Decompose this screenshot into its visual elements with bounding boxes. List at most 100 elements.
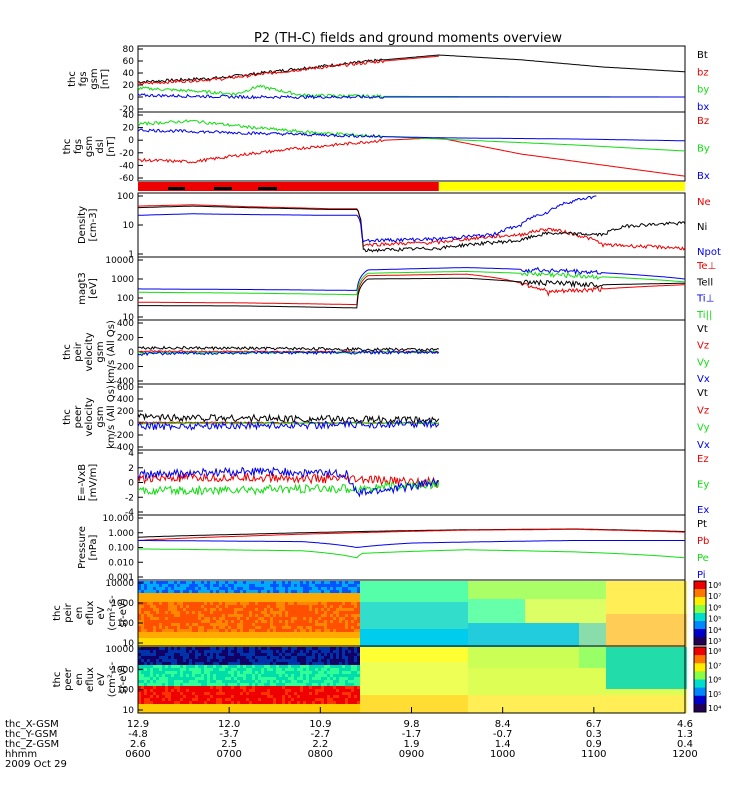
legend-Npot: Npot xyxy=(697,247,721,258)
ytick-label: 0.100 xyxy=(108,544,134,554)
ytick-label: 40 xyxy=(123,111,135,121)
xtick-label-hhmm: 0700 xyxy=(216,749,241,760)
legend-Tell: Tell xyxy=(696,277,713,288)
legend-Bt: Bt xyxy=(697,50,708,61)
legend-Ex: Ex xyxy=(697,505,709,516)
series-line-Ne xyxy=(138,205,685,250)
ytick-label: 60 xyxy=(123,57,135,67)
ylabel: peir xyxy=(73,341,84,361)
ylabel: eV xyxy=(96,606,107,619)
colorbar-label: 10⁵ xyxy=(708,615,721,624)
ytick-label: 0.010 xyxy=(108,558,134,568)
ylabel: thc xyxy=(67,71,78,87)
ytick-label: -60 xyxy=(119,174,134,184)
ylabel: thc xyxy=(62,139,73,155)
legend-Ti||: Ti|| xyxy=(696,310,712,321)
series-line-Bz xyxy=(138,138,685,176)
ylabel: eV xyxy=(96,673,107,686)
ytick-label: 0 xyxy=(128,136,134,146)
ytick-label: -20 xyxy=(119,149,134,159)
xtick-label-hhmm: 0800 xyxy=(308,749,333,760)
colorbar-label: 10³ xyxy=(708,637,721,646)
ytick-label: 10000 xyxy=(105,579,134,589)
colorbar-segment xyxy=(694,613,706,622)
series-line-Pi xyxy=(138,541,685,548)
legend-by: by xyxy=(697,85,709,96)
ylabel: sr-eV) xyxy=(118,665,129,694)
xtick-label-hhmm: 1100 xyxy=(581,749,606,760)
ylabel: [eV] xyxy=(88,278,99,299)
ylabel: sr-eV) xyxy=(118,598,129,627)
colorbar-label: 10⁷ xyxy=(708,661,721,670)
ytick-label: 100 xyxy=(117,192,134,202)
colorbar-segment xyxy=(694,581,706,590)
colorbar-label: 10⁴ xyxy=(708,704,721,713)
series-line-Vx xyxy=(138,420,439,430)
legend-Bz: Bz xyxy=(697,116,709,127)
legend-Pt: Pt xyxy=(697,519,707,530)
ylabel: gsm xyxy=(84,136,95,157)
legend-Vt: Vt xyxy=(697,324,708,335)
legend-Vz: Vz xyxy=(697,341,709,352)
colorbar-label: 10⁸ xyxy=(708,581,721,590)
ylabel: thc xyxy=(62,409,73,425)
ytick-label: 2 xyxy=(128,464,134,474)
ytick-label: 80 xyxy=(123,45,135,55)
ylabel: thc xyxy=(62,344,73,360)
ylabel: [nT] xyxy=(106,136,117,156)
xtick-label-hhmm: 1200 xyxy=(672,749,697,760)
series-line-Pe xyxy=(138,549,685,558)
burst-mark xyxy=(258,187,277,190)
colorbar-segment xyxy=(694,696,706,705)
ylabel: Density xyxy=(77,206,88,244)
ylabel: gsm xyxy=(95,406,106,427)
legend-Vy: Vy xyxy=(697,357,710,368)
ylabel: thc xyxy=(52,605,63,621)
ytick-label: 10 xyxy=(123,706,135,716)
ylabel: velocity xyxy=(84,397,95,436)
ytick-label: 0 xyxy=(128,419,134,429)
colorbar-segment xyxy=(694,605,706,614)
series-line-Vt xyxy=(138,347,439,351)
ylabel: magt3 xyxy=(77,272,88,305)
ylabel: en xyxy=(74,607,85,620)
legend-Ti⊥: Ti⊥ xyxy=(696,294,714,305)
legend-Vx: Vx xyxy=(697,374,710,385)
xtick-label-hhmm: 0900 xyxy=(399,749,424,760)
ytick-label: 40 xyxy=(123,69,135,79)
legend-Te⊥: Te⊥ xyxy=(696,261,716,272)
panel-frame xyxy=(138,450,685,515)
ylabel: gsm xyxy=(95,341,106,362)
legend-Vx: Vx xyxy=(697,440,710,451)
ylabel: (cm²-s- xyxy=(107,595,118,631)
ytick-label: 200 xyxy=(117,407,134,417)
ylabel: thc xyxy=(52,672,63,688)
ytick-label: 200 xyxy=(117,334,134,344)
panel-9: 10.0001.0000.1000.0100.001Pressure[nPa]P… xyxy=(77,514,709,583)
ytick-label: 100 xyxy=(117,294,134,304)
ylabel: dsl xyxy=(95,139,106,153)
series-line-By xyxy=(138,120,685,151)
ytick-label: 1000 xyxy=(111,275,134,285)
colorbar-segment xyxy=(694,589,706,598)
ylabel: [nT] xyxy=(100,69,111,89)
colorbar-label: 10⁷ xyxy=(708,592,721,601)
colorbar-label: 10⁵ xyxy=(708,690,721,699)
ytick-label: 1.000 xyxy=(108,529,134,539)
ylabel: km/s (All Qs) xyxy=(106,385,117,449)
colorbar-segment xyxy=(694,688,706,697)
ytick-label: 0 xyxy=(128,93,134,103)
ytick-label: -40 xyxy=(119,161,134,171)
xtick-label-hhmm: 1000 xyxy=(490,749,515,760)
series-line-by xyxy=(138,85,685,98)
ylabel: eflux xyxy=(85,667,96,692)
ytick-label: 4 xyxy=(128,449,134,459)
